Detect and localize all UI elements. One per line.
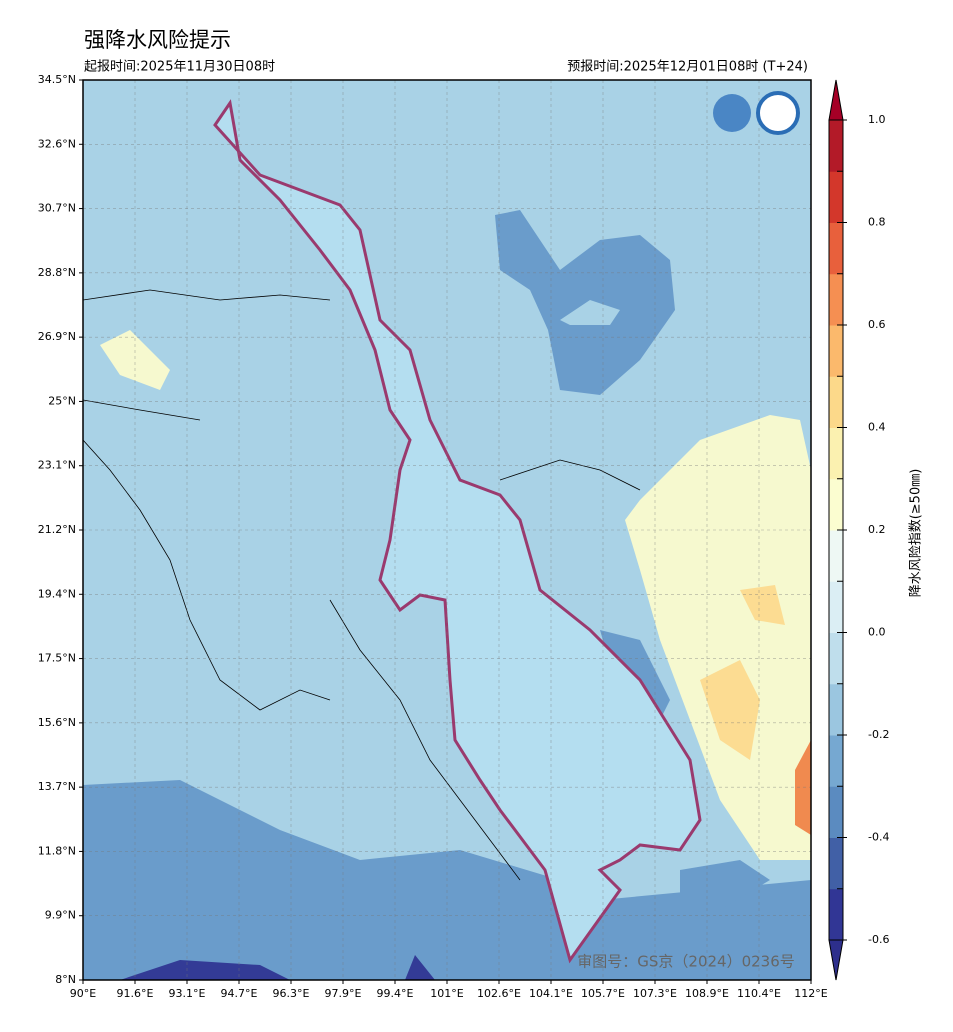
- graticule: 34.5°N 32.6°N 30.7°N 28.8°N 26.9°N 25°N 23.1°N…: [38, 73, 828, 1000]
- colorbar-band: [829, 632, 843, 685]
- lon-tick-label: 93.1°E: [169, 987, 206, 1000]
- lat-tick-label: 9.9°N: [45, 909, 76, 922]
- colorbar-band: [829, 427, 843, 480]
- valid-time: 预报时间:2025年12月01日08时 (T+24): [567, 60, 808, 75]
- risk-area: [560, 300, 620, 325]
- lon-tick-label: 94.7°E: [221, 987, 258, 1000]
- colorbar-band: [829, 837, 843, 890]
- colorbar-band: [829, 376, 843, 428]
- lon-tick-label: 104.1°E: [529, 987, 573, 1000]
- colorbar-band: [829, 786, 843, 838]
- lon-tick-label: 108.9°E: [685, 987, 729, 1000]
- lat-tick-label: 15.6°N: [38, 716, 76, 729]
- colorbar-band: [829, 120, 843, 172]
- basin-boundary: [213, 99, 702, 964]
- risk-area: [700, 585, 785, 760]
- lat-tick-label: 30.7°N: [38, 202, 76, 215]
- lon-tick-label: 91.6°E: [117, 987, 154, 1000]
- colorbar-extend: [828, 939, 844, 981]
- lat-tick-label: 28.8°N: [38, 266, 76, 279]
- lon-tick-label: 107.3°E: [633, 987, 677, 1000]
- colorbar-tick-label: 0.6: [868, 318, 886, 331]
- lat-tick-label: 23.1°N: [38, 459, 76, 472]
- lat-tick-label: 13.7°N: [38, 780, 76, 793]
- colorbar-band: [829, 222, 843, 275]
- risk-area: [120, 955, 435, 980]
- lon-tick-label: 110.4°E: [737, 987, 781, 1000]
- colorbar-tick-label: 0.2: [868, 523, 886, 536]
- lon-tick-label: 105.7°E: [581, 987, 625, 1000]
- issue-time: 起报时间:2025年11月30日08时: [84, 60, 275, 75]
- colorbar-tick-label: 0.8: [868, 216, 886, 229]
- colorbar-tick-label: -0.4: [868, 831, 889, 844]
- colorbar-band: [829, 530, 843, 582]
- lat-tick-label: 21.2°N: [38, 523, 76, 536]
- title: 强降水风险提示: [84, 28, 231, 52]
- risk-area: [795, 740, 811, 835]
- colorbar-tick-label: 1.0: [868, 113, 886, 126]
- risk-area: [625, 415, 811, 860]
- map-frame: [82, 79, 812, 981]
- risk-area: [495, 210, 675, 395]
- risk-area: [100, 330, 170, 390]
- watermark: 审图号：GS京（2024）0236号: [577, 953, 795, 971]
- colorbar-tick-label: -0.2: [868, 728, 889, 741]
- colorbar-band: [829, 273, 843, 326]
- colorbar-tick-label: 0.4: [868, 421, 886, 434]
- colorbar: -0.6 -0.4 -0.2 0.0 0.2 0.4 0.6 0.8 1.0: [828, 79, 889, 981]
- lon-tick-label: 101°E: [430, 987, 463, 1000]
- lat-tick-label: 19.4°N: [38, 587, 76, 600]
- colorbar-band: [829, 683, 843, 736]
- lon-tick-label: 102.6°E: [477, 987, 521, 1000]
- lon-tick-label: 96.3°E: [273, 987, 310, 1000]
- country-border: [83, 289, 641, 881]
- lon-tick-label: 90°E: [70, 987, 96, 1000]
- lon-tick-label: 99.4°E: [377, 987, 414, 1000]
- colorbar-tick-label: -0.6: [868, 933, 889, 946]
- colorbar-band: [829, 478, 843, 531]
- cma-logo: [756, 91, 800, 135]
- lat-tick-label: 26.9°N: [38, 330, 76, 343]
- colorbar-extend: [828, 79, 844, 121]
- lon-tick-label: 112°E: [794, 987, 827, 1000]
- colorbar-band: [829, 888, 843, 941]
- colorbar-tick-label: 0.0: [868, 626, 886, 639]
- lat-tick-label: 8°N: [55, 973, 76, 986]
- colorbar-band: [829, 581, 843, 633]
- lat-tick-label: 32.6°N: [38, 137, 76, 150]
- colorbar-band: [829, 325, 843, 377]
- lon-tick-label: 97.9°E: [325, 987, 362, 1000]
- wmo-logo: [713, 94, 751, 132]
- lat-tick-label: 34.5°N: [38, 73, 76, 86]
- colorbar-label: 降水风险指数(≥50㎜): [909, 469, 924, 598]
- colorbar-band: [829, 735, 843, 787]
- lat-tick-label: 11.8°N: [38, 844, 76, 857]
- lat-tick-label: 17.5°N: [38, 652, 76, 665]
- lat-tick-label: 25°N: [48, 394, 76, 407]
- colorbar-band: [829, 171, 843, 223]
